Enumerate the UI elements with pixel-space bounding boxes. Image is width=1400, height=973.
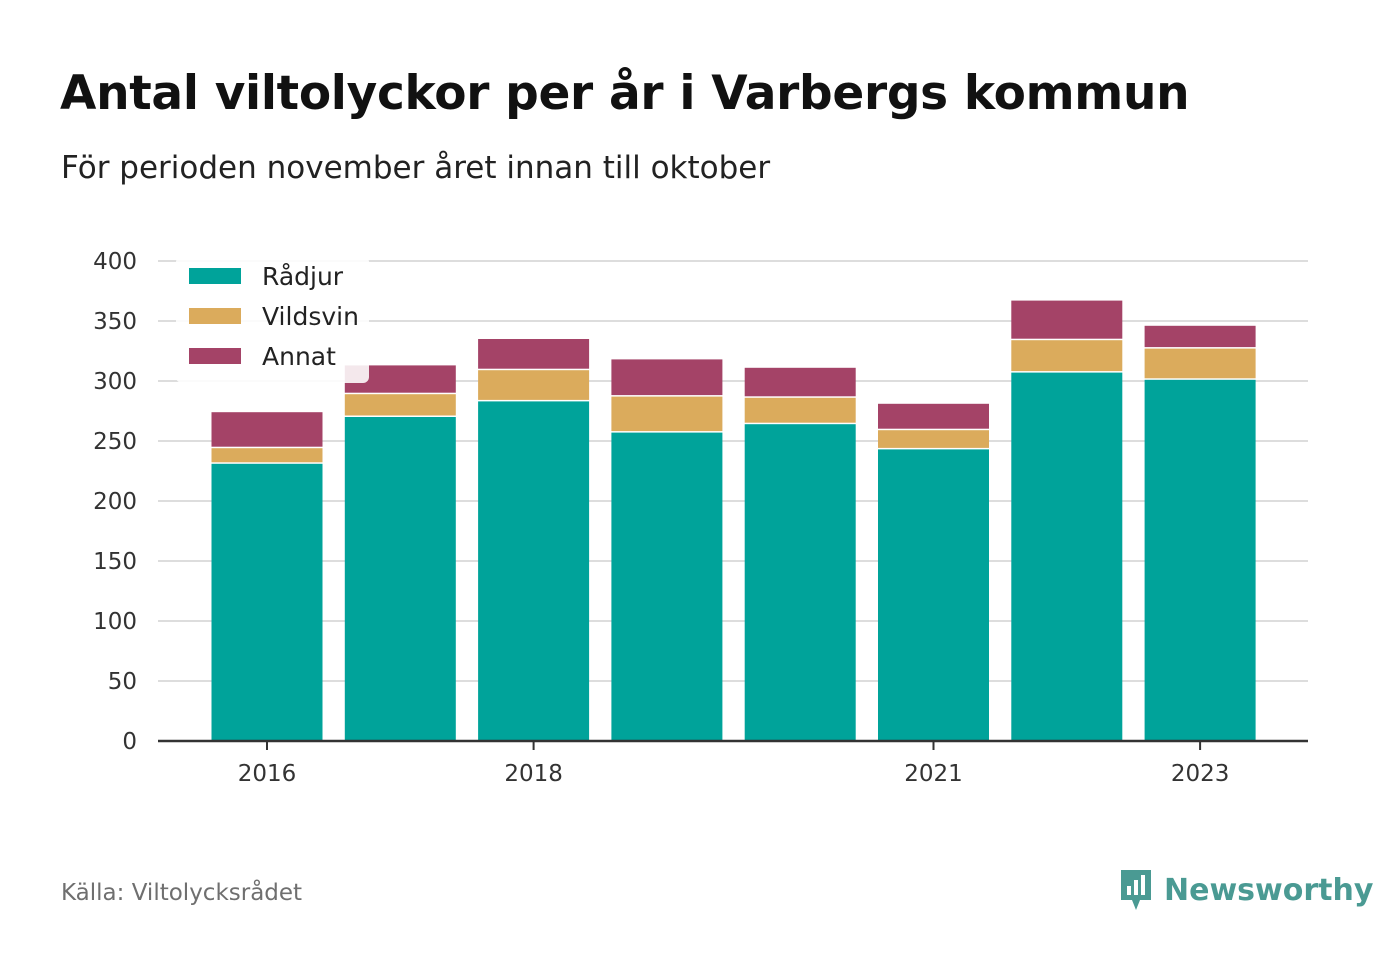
x-tick-label: 2016 bbox=[238, 761, 297, 787]
source-note: Källa: Viltolycksrådet bbox=[61, 880, 303, 906]
bar-vildsvin-2022 bbox=[1011, 340, 1123, 372]
legend-swatch bbox=[189, 308, 241, 324]
bar-r-djur-2023 bbox=[1144, 379, 1256, 741]
y-tick-label: 400 bbox=[93, 249, 137, 275]
bar-r-djur-2019 bbox=[611, 432, 723, 741]
y-tick-label: 250 bbox=[93, 429, 137, 455]
legend-swatch bbox=[189, 348, 241, 364]
x-tick-label: 2021 bbox=[904, 761, 963, 787]
bar-vildsvin-2016 bbox=[211, 448, 323, 463]
legend: Rådjur Vildsvin Annat bbox=[176, 256, 369, 383]
chart-title: Antal viltolyckor per år i Varbergs komm… bbox=[60, 66, 1190, 121]
x-tick-label: 2018 bbox=[504, 761, 563, 787]
x-tick-label: 2023 bbox=[1171, 761, 1230, 787]
bar-annat-2018 bbox=[478, 339, 590, 369]
bar-r-djur-2022 bbox=[1011, 372, 1123, 741]
bar-annat-2016 bbox=[211, 412, 323, 447]
bar-annat-2020 bbox=[744, 367, 856, 397]
chart-subtitle: För perioden november året innan till ok… bbox=[61, 150, 771, 186]
newsworthy-logo-icon bbox=[1121, 870, 1151, 910]
x-axis-ticks: 2016 2018 2021 2023 bbox=[238, 741, 1230, 787]
bar-r-djur-2017 bbox=[344, 417, 456, 741]
bar-vildsvin-2021 bbox=[878, 430, 989, 448]
legend-swatch bbox=[189, 268, 241, 284]
bar-annat-2023 bbox=[1144, 325, 1256, 348]
legend-label: Rådjur bbox=[262, 262, 344, 291]
bar-r-djur-2020 bbox=[744, 424, 856, 741]
bar-annat-2022 bbox=[1011, 300, 1123, 339]
bar-annat-2019 bbox=[611, 359, 723, 396]
y-tick-label: 100 bbox=[93, 609, 137, 635]
legend-label: Vildsvin bbox=[262, 302, 359, 331]
brand-logo[interactable]: Newsworthy bbox=[1118, 868, 1373, 912]
bar-r-djur-2016 bbox=[211, 463, 323, 741]
bar-vildsvin-2018 bbox=[478, 370, 590, 400]
y-tick-label: 150 bbox=[93, 549, 137, 575]
y-tick-label: 50 bbox=[108, 669, 137, 695]
legend-label: Annat bbox=[262, 342, 336, 371]
bar-annat-2021 bbox=[878, 403, 989, 429]
y-tick-label: 0 bbox=[122, 729, 137, 755]
bar-vildsvin-2020 bbox=[744, 397, 856, 423]
bar-vildsvin-2019 bbox=[611, 396, 723, 432]
bar-vildsvin-2023 bbox=[1144, 348, 1256, 379]
y-tick-label: 300 bbox=[93, 369, 137, 395]
bar-vildsvin-2017 bbox=[344, 394, 456, 416]
y-tick-label: 200 bbox=[93, 489, 137, 515]
y-tick-label: 350 bbox=[93, 309, 137, 335]
bar-r-djur-2018 bbox=[478, 401, 590, 741]
bar-r-djur-2021 bbox=[878, 449, 989, 741]
y-axis-ticks: 0 50 100 150 200 250 300 350 400 bbox=[93, 249, 137, 755]
bars bbox=[211, 300, 1256, 741]
brand-name: Newsworthy bbox=[1164, 872, 1374, 908]
